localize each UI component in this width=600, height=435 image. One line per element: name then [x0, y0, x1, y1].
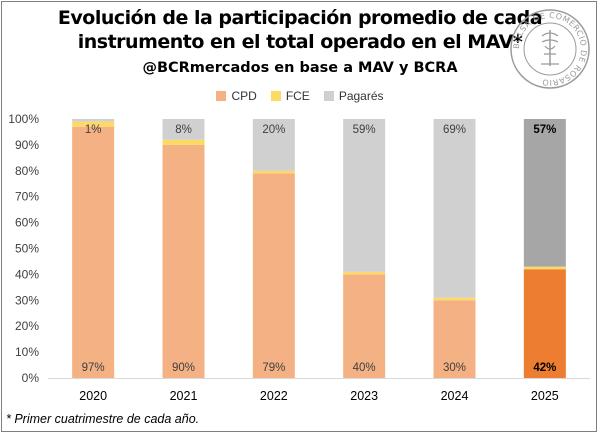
- bar-segment: [162, 119, 205, 140]
- legend-swatch: [216, 91, 227, 101]
- x-tick-label: 2025: [531, 389, 559, 403]
- legend-swatch: [323, 91, 334, 101]
- y-tick-label: 90%: [15, 138, 39, 152]
- x-tick-label: 2021: [170, 389, 198, 403]
- bar-segment: [523, 119, 566, 267]
- bar-segment: [433, 119, 476, 298]
- bar-segment: [523, 269, 566, 378]
- bar-segment: [252, 173, 295, 378]
- title-line-1: Evolución de la participación promedio d…: [57, 7, 543, 29]
- bar-segment: [72, 126, 115, 379]
- bar-segment: [433, 300, 476, 378]
- y-tick-label: 80%: [15, 164, 39, 178]
- bar-segment: [343, 274, 386, 378]
- bar-segment: [252, 119, 295, 171]
- legend-item: FCE: [270, 89, 310, 103]
- bar-segment: [162, 144, 205, 378]
- data-label: 8%: [175, 124, 192, 136]
- data-label: 79%: [262, 362, 285, 374]
- y-tick-label: 30%: [15, 293, 39, 307]
- title-line-2: instrumento en el total operado en el MA…: [77, 31, 523, 53]
- data-label: 59%: [353, 124, 376, 136]
- data-label: 1%: [85, 124, 102, 136]
- legend-swatch: [270, 91, 281, 101]
- y-tick-label: 100%: [8, 112, 39, 126]
- x-tick-label: 2023: [350, 389, 378, 403]
- data-label: 42%: [533, 362, 556, 374]
- bar-segment: [72, 119, 115, 122]
- data-label: 97%: [82, 362, 105, 374]
- bar-segment: [343, 271, 386, 275]
- legend-item: Pagarés: [323, 89, 384, 103]
- chart-subtitle: @BCRmercados en base a MAV y BCRA: [142, 60, 458, 76]
- data-label: 40%: [353, 362, 376, 374]
- bar-segment: [162, 139, 205, 145]
- legend-label: CPD: [231, 89, 257, 103]
- chart-legend: CPD FCE Pagarés: [0, 89, 600, 103]
- bar-segment: [252, 170, 295, 174]
- data-label: 57%: [533, 124, 556, 136]
- footnote: * Primer cuatrimestre de cada año.: [6, 412, 200, 426]
- data-label: 69%: [443, 124, 466, 136]
- y-tick-label: 10%: [15, 345, 39, 359]
- bcr-seal-logo: BOLSA DE COMERCIO DE ROSARIO: [510, 9, 590, 89]
- bar-segment: [523, 266, 566, 270]
- x-tick-label: 2020: [79, 389, 107, 403]
- legend-item: CPD: [216, 89, 257, 103]
- y-tick-label: 70%: [15, 190, 39, 204]
- x-tick-label: 2024: [441, 389, 469, 403]
- bar-segment: [72, 121, 115, 127]
- y-tick-label: 60%: [15, 216, 39, 230]
- data-label: 30%: [443, 362, 466, 374]
- legend-label: FCE: [285, 89, 310, 103]
- bar-segment: [343, 119, 386, 272]
- y-tick-label: 0%: [22, 371, 40, 385]
- bar-segment: [433, 297, 476, 301]
- legend-label: Pagarés: [338, 89, 384, 103]
- y-tick-label: 20%: [15, 319, 39, 333]
- y-tick-label: 40%: [15, 267, 39, 281]
- data-label: 90%: [172, 362, 195, 374]
- x-tick-label: 2022: [260, 389, 288, 403]
- data-label: 20%: [262, 124, 285, 136]
- chart-title: Evolución de la participación promedio d…: [0, 6, 600, 54]
- y-tick-label: 50%: [15, 242, 39, 256]
